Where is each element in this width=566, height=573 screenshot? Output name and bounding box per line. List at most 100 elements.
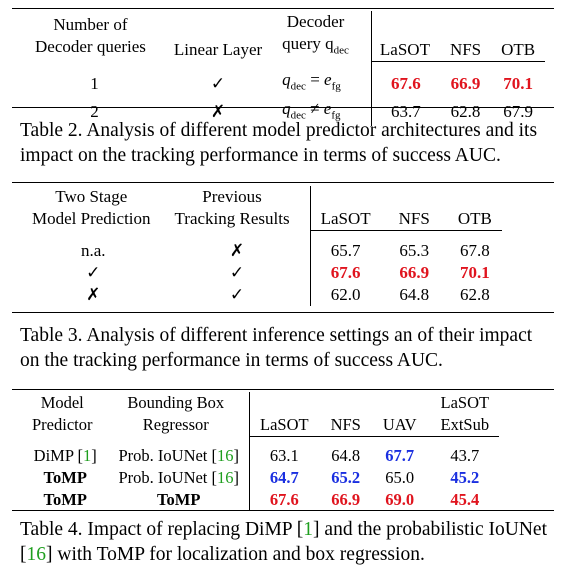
t4-r1-ext: 43.7 <box>450 445 480 465</box>
table4-top-rule <box>12 389 554 390</box>
t4-r2-model: ToMP <box>43 467 87 487</box>
table-row: ToMP ToMP 67.6 66.9 69.0 45.4 <box>22 488 499 511</box>
t4-r3-ext: 45.4 <box>450 489 480 509</box>
table-row: 2 ✗ qdec ≠ efg 63.7 62.8 67.9 <box>25 97 545 127</box>
t2-r1-nfs: 66.9 <box>450 73 481 93</box>
t2-r2-queries: 2 <box>90 101 99 121</box>
t2-r2-linear: ✗ <box>210 101 226 121</box>
t2-r2-query-lhs: q <box>282 98 291 118</box>
t2-r1-queries: 1 <box>90 73 99 93</box>
t2-header-decoder: Decoder query qdec <box>272 11 371 61</box>
t2-r1-lasot: 67.6 <box>370 69 440 98</box>
t4-r1-model: DiMP [1] <box>33 445 97 465</box>
t2-r1-query-lhs-sub: dec <box>290 80 306 93</box>
table2-caption: Table 2. Analysis of different model pre… <box>20 120 538 166</box>
t3-r3-nfs: 64.8 <box>399 285 430 304</box>
t3-header-nfs: NFS <box>398 208 430 228</box>
t4-header-nfs: NFS <box>330 415 361 434</box>
t2-header-decoder-sub: dec <box>333 44 349 57</box>
t3-r3-two-stage: ✗ <box>86 285 101 304</box>
table3-top-rule <box>12 182 554 183</box>
t3-r1-two-stage: n.a. <box>80 241 106 260</box>
t2-r2-nfs: 62.8 <box>450 101 481 121</box>
t2-header-otb: OTB <box>501 39 536 59</box>
table-row: ✓ ✓ 67.6 66.9 70.1 <box>22 262 502 284</box>
t2-header-queries: Number of Decoder queries <box>25 11 164 61</box>
t4-r1-reg-cite[interactable]: 16 <box>217 445 234 465</box>
t4-header-bbox-line1: Bounding Box <box>127 393 225 413</box>
t3-r2-prev: ✓ <box>229 263 245 282</box>
t2-header-linear: Linear Layer <box>164 11 272 61</box>
t3-r1-prev: ✗ <box>229 241 245 260</box>
t4-r2-reg: Prob. IoUNet [16] <box>118 467 240 487</box>
t4-r3-lasot: 67.6 <box>249 488 319 511</box>
t3-r3-lasot: 62.0 <box>309 284 381 306</box>
t4-caption-part3: with ToMP for localization and box regre… <box>52 544 425 565</box>
t3-r2-lasot: 67.6 <box>309 262 381 284</box>
t4-r3-model: ToMP <box>43 489 87 509</box>
t2-r2-query-rhs-sub: fg <box>331 109 341 122</box>
table-row: 1 ✓ qdec = efg 67.6 66.9 70.1 <box>25 69 545 98</box>
t4-header-bbox: Bounding Box Regressor <box>108 392 249 437</box>
t4-header-model: Model Predictor <box>22 392 108 437</box>
t4-caption-cite1[interactable]: 1 <box>303 519 314 540</box>
t4-r2-nfs: 65.2 <box>331 467 361 487</box>
t2-r1-query-op: = <box>305 70 325 90</box>
t2-header-queries-line1: Number of <box>53 15 128 35</box>
t3-header-lasot: LaSOT <box>309 186 381 230</box>
t3-header-prev-line2: Tracking Results <box>174 209 290 228</box>
table3: Two Stage Model Prediction Previous Trac… <box>0 186 566 306</box>
table2-bottom-rule <box>12 107 554 108</box>
table4-caption: Table 4. Impact of replacing DiMP [1] an… <box>20 519 547 565</box>
t2-r2-query-lhs-sub: dec <box>290 109 306 122</box>
t3-r1-otb: 67.8 <box>459 241 490 260</box>
t2-r1-otb: 70.1 <box>503 73 534 93</box>
t3-r3-otb: 62.8 <box>459 285 490 304</box>
t4-r2-lasot: 64.7 <box>249 466 319 489</box>
t2-r1-linear: ✓ <box>210 73 226 93</box>
t3-header-prev: Previous Tracking Results <box>165 186 311 230</box>
table2-top-rule <box>12 8 554 9</box>
table3-caption: Table 3. Analysis of different inference… <box>20 325 533 371</box>
t2-r1-query-lhs: q <box>282 70 291 90</box>
t4-header-bbox-line2: Regressor <box>142 415 209 435</box>
t2-header-queries-line2: Decoder queries <box>35 37 146 57</box>
t4-r2-ext: 45.2 <box>450 467 480 487</box>
t2-header-lasot: LaSOT <box>370 11 440 62</box>
t4-r3-nfs: 66.9 <box>331 489 361 509</box>
t4-r2-uav: 65.0 <box>385 467 415 487</box>
table-row: ✗ ✓ 62.0 64.8 62.8 <box>22 284 502 306</box>
t4-r1-model-text: DiMP <box>33 445 74 465</box>
t4-r1-nfs: 64.8 <box>331 445 361 465</box>
t4-r1-uav: 67.7 <box>385 445 415 465</box>
t4-r1-lasot: 63.1 <box>249 444 319 467</box>
t3-r2-otb: 70.1 <box>459 263 490 282</box>
t4-r1-model-cite[interactable]: 1 <box>83 445 92 465</box>
t2-header-linear-text: Linear Layer <box>173 40 263 60</box>
t3-header-two-stage: Two Stage Model Prediction <box>22 186 165 230</box>
table3-bottom-rule <box>12 312 554 313</box>
t4-r3-uav: 69.0 <box>385 489 415 509</box>
table4: Model Predictor Bounding Box Regressor L… <box>0 392 566 511</box>
table4-bottom-rule <box>12 510 554 511</box>
t4-caption-cite2[interactable]: 16 <box>26 544 47 565</box>
t4-header-uav: UAV <box>382 415 417 434</box>
t4-header-ext-line1: LaSOT <box>440 393 490 412</box>
t2-r1-query: qdec = efg <box>272 69 371 97</box>
t4-caption-part1: Table 4. Impact of replacing DiMP <box>20 519 297 540</box>
t4-r2-reg-cite[interactable]: 16 <box>217 467 234 487</box>
t2-header-decoder-line1: Decoder <box>286 12 345 31</box>
t2-r2-query-rhs: e <box>323 98 332 118</box>
t3-r1-nfs: 65.3 <box>399 241 430 260</box>
t4-r3-reg: ToMP <box>157 489 201 509</box>
t4-header-ext: LaSOT ExtSub <box>427 392 500 437</box>
t2-r2-query-op: ≠ <box>305 98 324 118</box>
t4-header-lasot: LaSOT <box>249 392 319 437</box>
t2-header-decoder-text: query q <box>282 34 334 53</box>
t3-header-two-stage-line1: Two Stage <box>55 187 128 206</box>
t4-r1-reg-text: Prob. IoUNet <box>118 445 208 465</box>
t3-header-two-stage-line2: Model Prediction <box>32 209 151 228</box>
t2-r2-query: qdec ≠ efg <box>272 98 371 126</box>
t3-header-otb: OTB <box>457 208 492 228</box>
table-row: DiMP [1] Prob. IoUNet [16] 63.1 64.8 67.… <box>22 444 499 467</box>
